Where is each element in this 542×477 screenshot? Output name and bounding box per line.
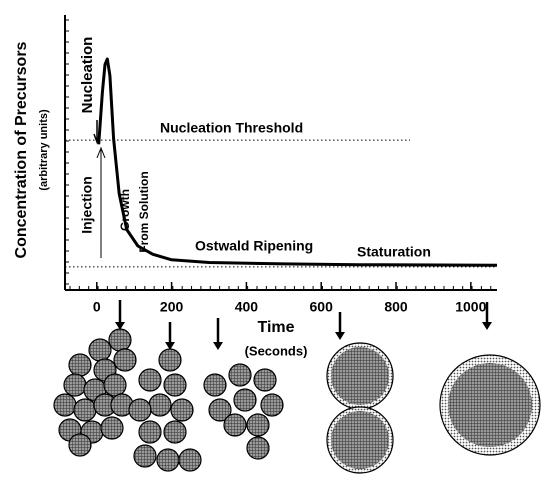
particle — [88, 338, 112, 362]
particle — [53, 393, 77, 417]
annotation: From Solution — [137, 171, 151, 252]
particle — [108, 328, 132, 352]
particle — [138, 368, 162, 392]
particle — [163, 373, 187, 397]
particle — [133, 444, 157, 468]
x-tick-label: 1000 — [455, 299, 486, 315]
x-tick-label: 600 — [310, 299, 334, 315]
particle-core — [448, 363, 532, 447]
arrow-head — [165, 342, 175, 350]
particle — [68, 433, 92, 457]
x-tick-label: 0 — [93, 299, 101, 315]
x-label-sub: (Seconds) — [245, 343, 308, 358]
particle — [246, 436, 270, 460]
particle — [100, 416, 124, 440]
x-tick-label: 800 — [384, 299, 408, 315]
y-label: Concentration of Precursors — [13, 41, 30, 258]
particle — [223, 413, 247, 437]
particle — [148, 393, 172, 417]
particle — [138, 420, 162, 444]
particle — [170, 398, 194, 422]
nucleation-arrow — [93, 120, 101, 145]
particle — [253, 368, 277, 392]
particle-core — [331, 347, 389, 405]
injection-arrow — [96, 146, 106, 258]
annotation: Ostwald Ripening — [195, 238, 313, 254]
particle — [128, 398, 152, 422]
annotation: Nucleation Threshold — [160, 120, 303, 136]
x-tick-label: 200 — [160, 299, 184, 315]
particle — [178, 448, 202, 472]
particle — [156, 448, 180, 472]
particle — [233, 388, 257, 412]
annotation: Staturation — [357, 244, 431, 260]
particle — [246, 413, 270, 437]
arrow-head — [115, 322, 125, 330]
annotation: Nucleation — [79, 37, 96, 114]
particle — [63, 373, 87, 397]
particle — [260, 393, 284, 417]
x-tick-label: 400 — [235, 299, 259, 315]
particle — [68, 353, 92, 377]
particles — [53, 328, 541, 474]
data-line — [97, 57, 498, 267]
particle — [203, 373, 227, 397]
y-label-sub: (arbitrary units) — [38, 109, 50, 191]
arrow-head — [213, 342, 223, 350]
annotation: Growth — [118, 189, 132, 231]
particle — [158, 348, 182, 372]
particle — [113, 348, 137, 372]
particle — [208, 398, 232, 422]
annotation: Injection — [79, 176, 95, 234]
x-label: Time — [257, 319, 294, 336]
particle — [163, 420, 187, 444]
particle — [73, 398, 97, 422]
particle — [228, 363, 252, 387]
arrow-head — [335, 332, 345, 340]
particle — [103, 373, 127, 397]
arrow-head — [482, 322, 492, 330]
particle-core — [331, 411, 389, 469]
